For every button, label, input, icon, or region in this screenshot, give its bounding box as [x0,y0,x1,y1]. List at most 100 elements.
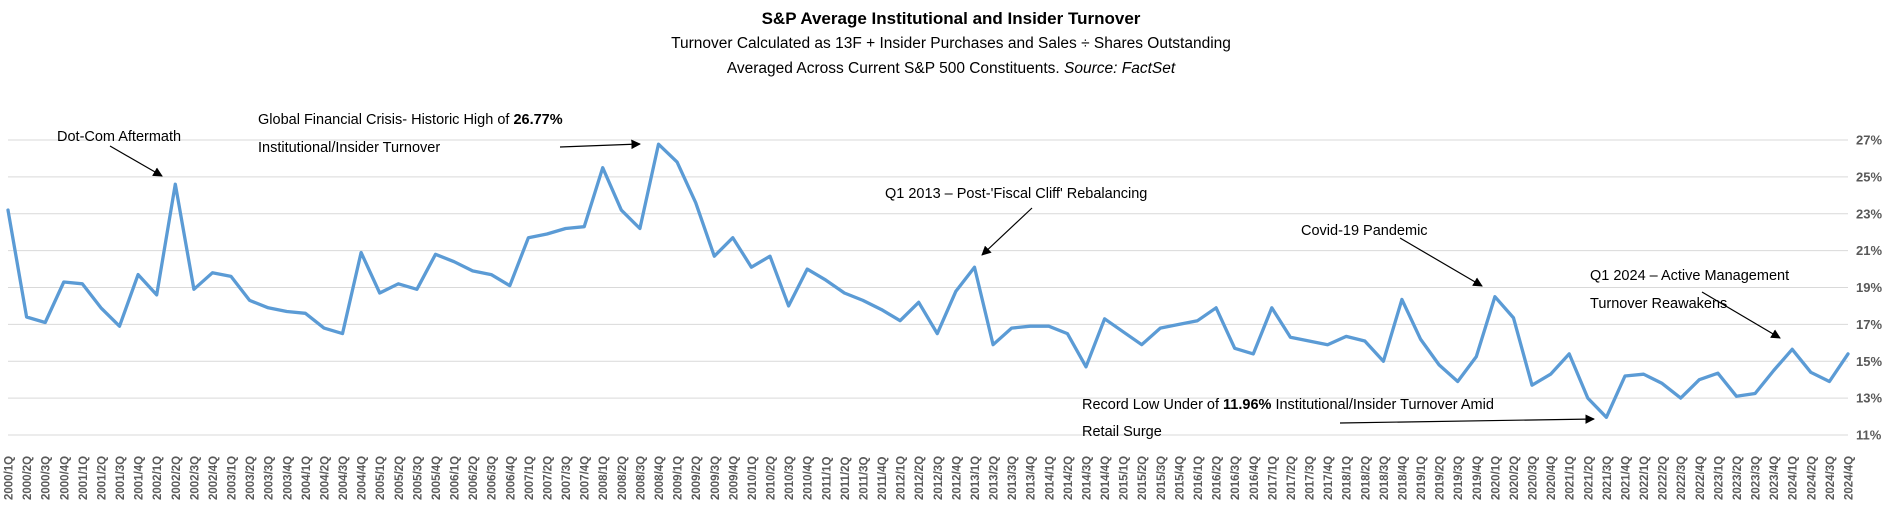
x-tick-label-2009/1Q: 2009/1Q [673,456,685,500]
x-tick-label-2000/1Q: 2000/1Q [4,456,16,500]
x-tick-label-2001/2Q: 2001/2Q [96,456,108,500]
y-tick-label-11%: 11% [1856,428,1882,443]
record-low-line1-post: Institutional/Insider Turnover Amid [1271,397,1494,413]
chart-subtitle-line1: Turnover Calculated as 13F + Insider Pur… [671,35,1231,52]
x-tick-label-2005/3Q: 2005/3Q [412,456,424,500]
x-tick-label-2020/2Q: 2020/2Q [1509,456,1521,500]
x-tick-label-2005/4Q: 2005/4Q [431,456,443,500]
x-tick-label-2019/3Q: 2019/3Q [1453,456,1465,500]
x-tick-label-2016/4Q: 2016/4Q [1249,456,1261,500]
y-tick-label-13%: 13% [1856,391,1882,406]
x-tick-label-2010/2Q: 2010/2Q [766,456,778,500]
x-tick-label-2004/1Q: 2004/1Q [301,456,313,500]
x-tick-label-2022/3Q: 2022/3Q [1676,456,1688,500]
x-tick-label-2013/2Q: 2013/2Q [989,456,1001,500]
annotation-covid-pandemic: Covid-19 Pandemic [1301,223,1428,239]
chart-title: S&P Average Institutional and Insider Tu… [761,9,1141,28]
x-tick-label-2002/4Q: 2002/4Q [208,456,220,500]
x-tick-label-2001/4Q: 2001/4Q [134,456,146,500]
x-tick-label-2002/2Q: 2002/2Q [171,456,183,500]
x-tick-label-2019/1Q: 2019/1Q [1416,456,1428,500]
x-tick-label-2023/3Q: 2023/3Q [1751,456,1763,500]
fiscal-cliff-arrow [981,207,1033,256]
x-tick-label-2006/2Q: 2006/2Q [468,456,480,500]
x-tick-label-2022/2Q: 2022/2Q [1658,456,1670,500]
x-tick-label-2024/4Q: 2024/4Q [1844,456,1856,500]
x-tick-label-2009/3Q: 2009/3Q [710,456,722,500]
x-tick-label-2005/2Q: 2005/2Q [394,456,406,500]
x-tick-label-2007/2Q: 2007/2Q [542,456,554,500]
x-tick-label-2016/1Q: 2016/1Q [1193,456,1205,500]
x-tick-label-2014/4Q: 2014/4Q [1100,456,1112,500]
x-tick-label-2024/2Q: 2024/2Q [1806,456,1818,500]
data-series [6,142,1850,419]
x-tick-label-2017/3Q: 2017/3Q [1305,456,1317,500]
x-tick-label-2012/2Q: 2012/2Q [914,456,926,500]
y-tick-label-15%: 15% [1856,354,1882,369]
x-tick-label-2024/1Q: 2024/1Q [1788,456,1800,500]
x-tick-label-2021/4Q: 2021/4Q [1620,456,1632,500]
record-low-line1-pre: Record Low Under of [1082,397,1224,413]
x-tick-label-2012/3Q: 2012/3Q [933,456,945,500]
x-tick-label-2011/3Q: 2011/3Q [858,456,870,500]
x-tick-label-2011/4Q: 2011/4Q [877,456,889,500]
x-tick-label-2016/2Q: 2016/2Q [1212,456,1224,500]
x-tick-label-2024/3Q: 2024/3Q [1825,456,1837,500]
x-tick-label-2005/1Q: 2005/1Q [375,456,387,500]
annotation-record-low: Record Low Under of 11.96% Institutional… [1082,392,1494,446]
x-tick-label-2004/4Q: 2004/4Q [357,456,369,500]
x-tick-label-2017/4Q: 2017/4Q [1323,456,1335,500]
turnover-line [6,142,1850,419]
x-tick-label-2011/1Q: 2011/1Q [821,456,833,500]
q1-2024-line1: Q1 2024 – Active Management [1590,268,1790,284]
x-tick-label-2014/2Q: 2014/2Q [1063,456,1075,500]
x-tick-label-2010/4Q: 2010/4Q [803,456,815,500]
x-tick-label-2007/3Q: 2007/3Q [561,456,573,500]
x-tick-label-2022/4Q: 2022/4Q [1695,456,1707,500]
x-tick-label-2006/4Q: 2006/4Q [505,456,517,500]
x-tick-label-2017/2Q: 2017/2Q [1286,456,1298,500]
y-tick-label-19%: 19% [1856,280,1882,295]
x-tick-label-2000/2Q: 2000/2Q [22,456,34,500]
q1-2024-line2: Turnover Reawakens [1590,296,1728,312]
x-tick-label-2018/1Q: 2018/1Q [1342,456,1354,500]
x-tick-label-2010/1Q: 2010/1Q [747,456,759,500]
x-tick-label-2008/4Q: 2008/4Q [654,456,666,500]
x-tick-label-2023/2Q: 2023/2Q [1732,456,1744,500]
y-axis-labels: 27% 25% 23% 21% 19% 17% 15% 13% 11% [1856,133,1882,443]
x-tick-label-2015/2Q: 2015/2Q [1137,456,1149,500]
x-tick-label-2018/4Q: 2018/4Q [1397,456,1409,500]
x-tick-label-2003/3Q: 2003/3Q [264,456,276,500]
x-tick-label-2006/3Q: 2006/3Q [487,456,499,500]
covid-arrow [1399,237,1483,287]
x-tick-label-2008/3Q: 2008/3Q [635,456,647,500]
x-tick-label-2007/4Q: 2007/4Q [580,456,592,500]
x-tick-label-2013/4Q: 2013/4Q [1026,456,1038,500]
x-tick-label-2020/1Q: 2020/1Q [1490,456,1502,500]
y-tick-label-21%: 21% [1856,243,1882,258]
gfc-historic-high-value: 26.77% [513,112,563,128]
x-tick-label-2023/1Q: 2023/1Q [1713,456,1725,500]
x-tick-label-2017/1Q: 2017/1Q [1267,456,1279,500]
x-tick-label-2012/4Q: 2012/4Q [951,456,963,500]
annotation-global-financial-crisis: Global Financial Crisis- Historic High o… [258,106,563,162]
gridlines [8,139,1848,436]
x-tick-label-2004/3Q: 2004/3Q [338,456,350,500]
x-tick-label-2016/3Q: 2016/3Q [1230,456,1242,500]
gfc-arrow [559,139,641,150]
x-tick-label-2010/3Q: 2010/3Q [784,456,796,500]
y-tick-label-27%: 27% [1856,133,1882,148]
x-tick-label-2008/1Q: 2008/1Q [598,456,610,500]
x-tick-label-2009/2Q: 2009/2Q [691,456,703,500]
x-tick-label-2003/4Q: 2003/4Q [282,456,294,500]
x-tick-label-2013/1Q: 2013/1Q [970,456,982,500]
x-tick-label-2011/2Q: 2011/2Q [840,456,852,500]
x-tick-label-2000/3Q: 2000/3Q [41,456,53,500]
y-tick-label-25%: 25% [1856,169,1882,184]
x-tick-label-2020/4Q: 2020/4Q [1546,456,1558,500]
chart-subtitle-line2-text: Averaged Across Current S&P 500 Constitu… [726,60,1065,77]
x-tick-label-2018/3Q: 2018/3Q [1379,456,1391,500]
x-tick-label-2020/3Q: 2020/3Q [1528,456,1540,500]
